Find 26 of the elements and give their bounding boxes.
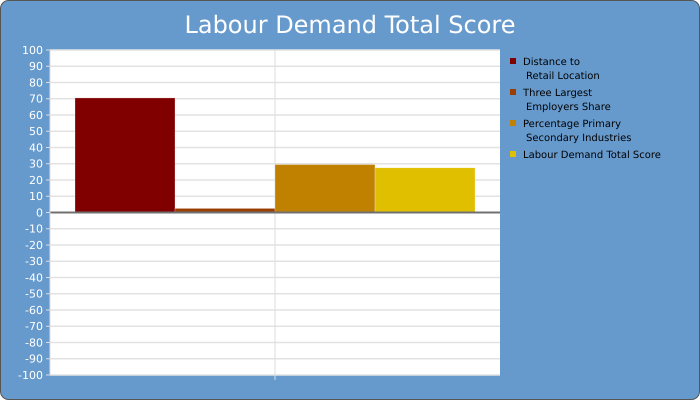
legend-label: Three Largest Employers Share <box>522 88 611 113</box>
y-tick-label: 60 <box>29 108 43 122</box>
y-tick-label: 70 <box>29 92 43 106</box>
y-tick-label: 10 <box>29 190 43 204</box>
legend-label: Distance to Retail Location <box>523 57 600 82</box>
y-tick-label: 40 <box>29 141 43 154</box>
y-tick-label: 100 <box>22 44 43 57</box>
legend-label: Percentage Primary Secondary Industries <box>523 119 632 144</box>
y-tick-label: -70 <box>25 320 43 334</box>
y-tick-label: -60 <box>25 304 43 317</box>
y-tick-label: -30 <box>25 255 43 268</box>
y-tick-label: -90 <box>25 352 43 366</box>
y-tick-label: -50 <box>25 288 43 301</box>
chart-title: Labour Demand Total Score <box>184 11 516 39</box>
y-tick-label: 50 <box>29 125 43 138</box>
y-tick-label: 90 <box>29 60 43 74</box>
legend-label: Labour Demand Total Score <box>523 150 661 161</box>
y-tick-label: -80 <box>25 336 43 350</box>
y-tick-label: -20 <box>25 238 43 252</box>
y-tick-label: 80 <box>29 76 43 90</box>
y-tick-label: 20 <box>29 174 43 187</box>
y-tick-label: -10 <box>25 222 43 236</box>
y-tick-label: -100 <box>18 368 43 382</box>
y-tick-label: 30 <box>29 158 43 171</box>
y-tick-label: 0 <box>36 206 43 220</box>
y-tick-label: -40 <box>25 271 43 284</box>
